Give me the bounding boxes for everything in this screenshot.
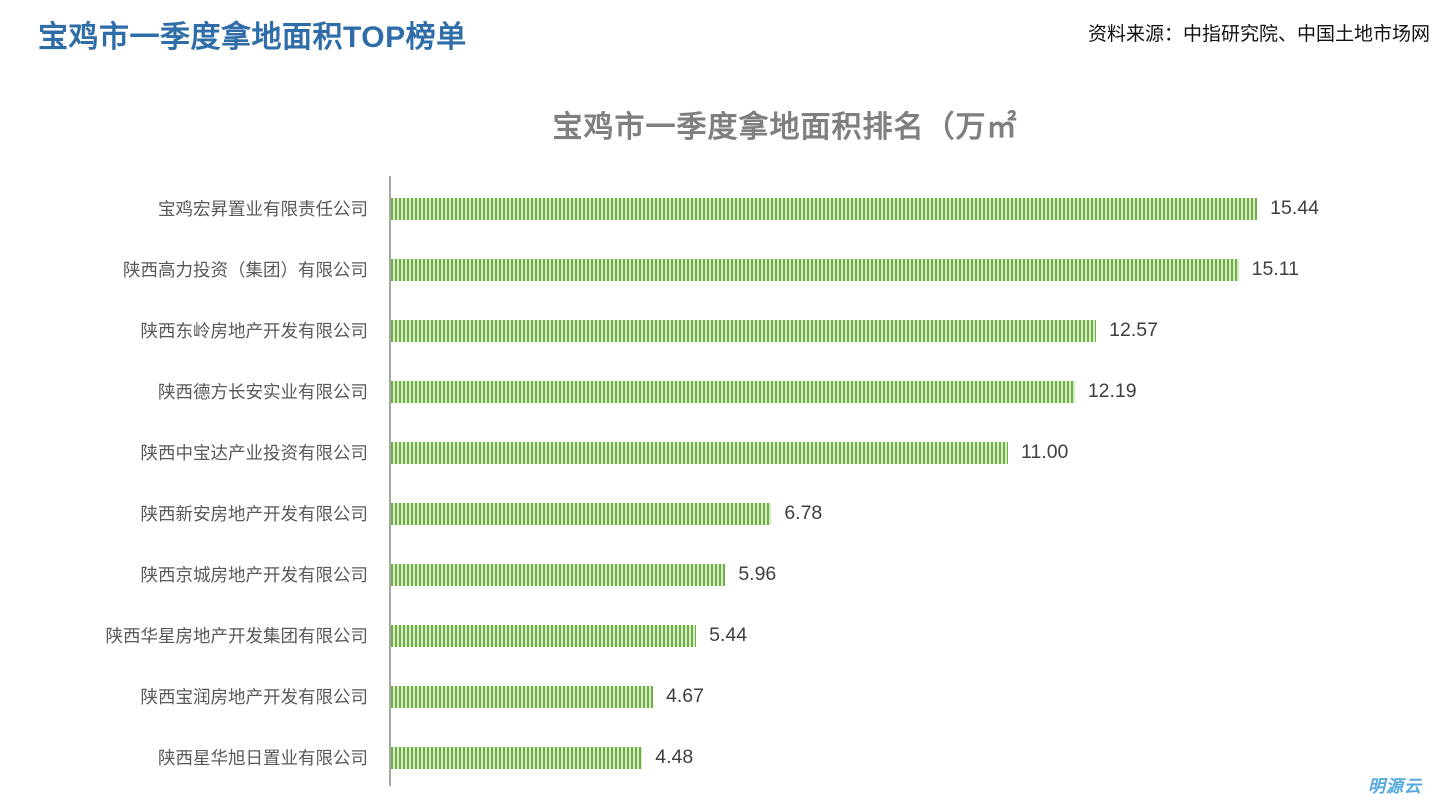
bar-row: 宝鸡宏昇置业有限责任公司 15.44	[0, 178, 1440, 239]
value-label: 12.19	[1087, 380, 1137, 402]
bar	[391, 624, 697, 647]
bar	[391, 319, 1097, 342]
category-label: 陕西京城房地产开发有限公司	[140, 565, 369, 585]
bar	[391, 258, 1239, 281]
category-label: 宝鸡宏昇置业有限责任公司	[158, 199, 368, 219]
value-label: 15.44	[1270, 197, 1319, 219]
bar-row: 陕西新安房地产开发有限公司 6.78	[0, 483, 1440, 544]
category-label: 陕西东岭房地产开发有限公司	[140, 321, 369, 341]
bar	[391, 502, 772, 525]
value-label: 15.11	[1251, 258, 1299, 280]
category-label: 陕西中宝达产业投资有限公司	[140, 443, 369, 463]
chart-title: 宝鸡市一季度拿地面积排名（万㎡	[552, 111, 1018, 144]
value-label: 6.78	[784, 502, 823, 524]
category-label: 陕西高力投资（集团）有限公司	[123, 260, 368, 280]
value-label: 4.67	[665, 685, 704, 707]
bar-row: 陕西京城房地产开发有限公司 5.96	[0, 544, 1440, 605]
category-label: 陕西华星房地产开发集团有限公司	[105, 626, 369, 646]
value-label: 11.00	[1021, 441, 1069, 463]
bar-row: 陕西星华旭日置业有限公司 4.48	[0, 727, 1440, 788]
page-title: 宝鸡市一季度拿地面积TOP榜单	[38, 21, 467, 54]
bar-row: 陕西中宝达产业投资有限公司 11.00	[0, 422, 1440, 483]
category-label: 陕西新安房地产开发有限公司	[140, 504, 369, 524]
y-axis-line	[389, 176, 391, 786]
bar	[391, 685, 653, 708]
bar-row: 陕西华星房地产开发集团有限公司 5.44	[0, 605, 1440, 666]
category-label: 陕西德方长安实业有限公司	[158, 382, 368, 402]
mingyuan-cloud-logo: 明源云	[1368, 777, 1422, 796]
data-source-note: 资料来源：中指研究院、中国土地市场网	[1087, 24, 1430, 45]
value-label: 5.96	[738, 563, 777, 585]
bar-chart: 宝鸡宏昇置业有限责任公司 15.44 陕西高力投资（集团）有限公司 15.11 …	[0, 168, 1440, 790]
bar	[391, 746, 643, 769]
bar	[391, 441, 1009, 464]
bar-row: 陕西东岭房地产开发有限公司 12.57	[0, 300, 1440, 361]
value-label: 12.57	[1109, 319, 1158, 341]
chart-rows: 宝鸡宏昇置业有限责任公司 15.44 陕西高力投资（集团）有限公司 15.11 …	[0, 178, 1440, 788]
bar-row: 陕西德方长安实业有限公司 12.19	[0, 361, 1440, 422]
bar	[391, 563, 726, 586]
bar	[391, 380, 1075, 403]
value-label: 4.48	[655, 746, 694, 768]
bar	[391, 197, 1258, 220]
value-label: 5.44	[709, 624, 748, 646]
bar-row: 陕西宝润房地产开发有限公司 4.67	[0, 666, 1440, 727]
bar-row: 陕西高力投资（集团）有限公司 15.11	[0, 239, 1440, 300]
category-label: 陕西宝润房地产开发有限公司	[140, 687, 369, 707]
category-label: 陕西星华旭日置业有限公司	[158, 748, 368, 768]
